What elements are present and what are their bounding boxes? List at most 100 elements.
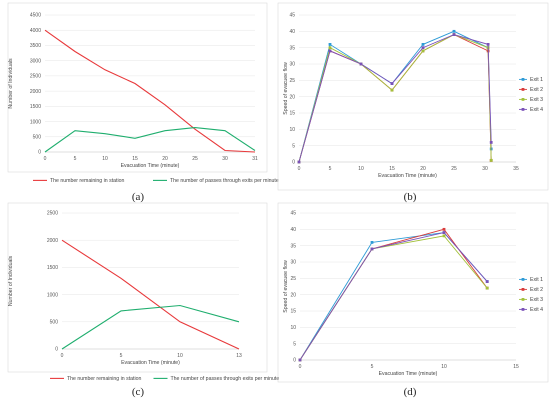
- y-tick-label: 10: [289, 127, 295, 133]
- data-point: [452, 33, 456, 36]
- legend-label: Exit 1: [530, 277, 543, 283]
- legend-label: Exit 2: [530, 287, 543, 293]
- panel-frame-c: [7, 202, 268, 373]
- x-axis-label: Evacuation Time (minute): [121, 360, 180, 366]
- y-tick-label: 0: [292, 160, 295, 166]
- y-tick-label: 0: [293, 358, 296, 364]
- y-tick-label: 4500: [30, 13, 41, 19]
- series-line-1: [298, 30, 492, 163]
- y-tick-label: 40: [290, 227, 296, 233]
- x-tick-label: 15: [132, 156, 138, 162]
- x-tick-label: 0: [299, 364, 302, 370]
- y-tick-label: 10: [290, 325, 296, 331]
- y-tick-label: 1000: [47, 292, 58, 298]
- data-point: [297, 160, 301, 164]
- data-point: [359, 62, 363, 66]
- legend-label: Exit 2: [530, 87, 543, 93]
- legend-label: Exit 1: [530, 77, 543, 83]
- data-point: [328, 46, 332, 50]
- x-tick-label: 30: [222, 156, 228, 162]
- series-line-1: [61, 239, 240, 350]
- y-tick-label: 5: [292, 143, 295, 149]
- data-point: [390, 88, 394, 92]
- x-tick-label: 5: [329, 166, 332, 172]
- panel-caption: (a): [132, 191, 145, 203]
- legend-label: Exit 3: [530, 297, 543, 303]
- y-tick-label: 1500: [47, 265, 58, 271]
- y-tick-label: 25: [290, 276, 296, 282]
- legend-label: The number remaining in station: [50, 178, 125, 184]
- panel-frame-a: [7, 2, 268, 173]
- y-tick-label: 2000: [47, 238, 58, 244]
- series-line-4: [298, 34, 492, 163]
- x-tick-label: 30: [482, 166, 488, 172]
- y-tick-label: 25: [289, 78, 295, 84]
- data-point: [370, 247, 374, 251]
- y-tick-label: 500: [50, 320, 59, 326]
- legend-marker: [521, 298, 525, 301]
- x-tick-label: 13: [236, 353, 242, 359]
- y-tick-label: 1500: [30, 104, 41, 110]
- data-point: [442, 231, 446, 234]
- legend-marker: [521, 88, 525, 91]
- x-tick-label: 25: [451, 166, 457, 172]
- data-point: [442, 227, 446, 231]
- legend-label: The number of passes through exits per m…: [171, 376, 280, 382]
- x-tick-label: 10: [441, 364, 447, 370]
- x-tick-label: 0: [298, 166, 301, 172]
- legend-marker: [521, 78, 525, 81]
- x-axis-label: Evacuation Time (minute): [379, 371, 438, 377]
- panel-frame-b: [277, 2, 549, 191]
- y-tick-label: 20: [289, 94, 295, 100]
- legend-label: Exit 4: [530, 107, 543, 113]
- x-tick-label: 20: [420, 166, 426, 172]
- y-tick-label: 500: [33, 134, 42, 140]
- data-point: [328, 43, 332, 46]
- panel-caption: (b): [404, 191, 417, 203]
- data-point: [328, 49, 332, 53]
- legend-marker: [521, 108, 525, 111]
- y-tick-label: 2500: [30, 74, 41, 80]
- y-tick-label: 3500: [30, 43, 41, 49]
- data-point: [485, 280, 489, 283]
- x-tick-label: 10: [177, 353, 183, 359]
- data-point: [421, 49, 425, 53]
- y-tick-label: 35: [290, 243, 296, 249]
- y-axis-label: Speed of evacuee flow: [283, 62, 289, 115]
- x-axis-label: Evacuation Time (minute): [378, 173, 437, 179]
- legend-label: Exit 4: [530, 307, 543, 313]
- legend-marker: [521, 98, 525, 101]
- data-point: [485, 286, 489, 290]
- y-tick-label: 5: [293, 341, 296, 347]
- data-point: [370, 241, 374, 244]
- data-point: [486, 43, 490, 46]
- y-tick-label: 15: [290, 309, 296, 315]
- legend-marker: [521, 308, 525, 311]
- y-tick-label: 0: [38, 150, 41, 156]
- y-tick-label: 45: [290, 211, 296, 217]
- y-tick-label: 2000: [30, 89, 41, 95]
- panel-caption: (d): [404, 386, 417, 398]
- data-point: [489, 158, 493, 162]
- data-point: [489, 141, 493, 144]
- legend-marker: [521, 278, 525, 281]
- legend-label: Exit 3: [530, 97, 543, 103]
- x-tick-label: 5: [74, 156, 77, 162]
- y-tick-label: 30: [289, 62, 295, 68]
- y-axis-label: Number of Individuals: [8, 58, 14, 109]
- x-tick-label: 5: [371, 364, 374, 370]
- series-line-1: [299, 232, 488, 361]
- series-line-2: [61, 304, 240, 350]
- data-point: [390, 82, 394, 85]
- y-tick-label: 45: [289, 13, 295, 19]
- x-tick-label: 15: [513, 364, 519, 370]
- panel-frame-d: [277, 202, 549, 383]
- y-tick-label: 3000: [30, 58, 41, 64]
- data-point: [442, 234, 446, 238]
- x-tick-label: 31: [252, 156, 258, 162]
- series-line-1: [44, 29, 256, 153]
- y-tick-label: 20: [290, 292, 296, 298]
- data-point: [298, 358, 302, 362]
- x-tick-label: 15: [389, 166, 395, 172]
- y-tick-label: 1000: [30, 119, 41, 125]
